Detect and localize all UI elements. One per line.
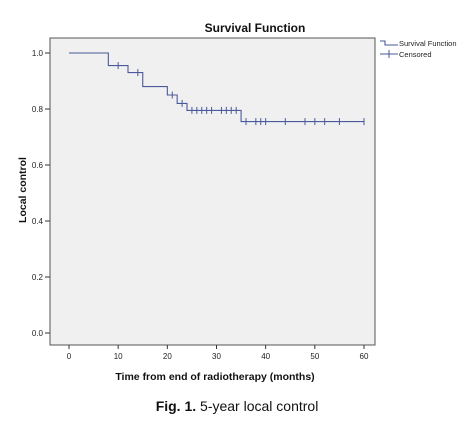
y-tick-label: 0.6 — [32, 161, 44, 170]
legend-label-censored: Censored — [399, 50, 432, 59]
legend-step-symbol — [380, 40, 398, 46]
x-tick-label: 10 — [114, 352, 123, 361]
plot-area — [49, 37, 376, 346]
axes: 0 10 20 30 40 50 60 0.0 0.2 0.4 0.6 0.8 1.0 — [32, 49, 369, 361]
x-tick-label: 50 — [310, 352, 319, 361]
y-axis-label: Local control — [17, 157, 29, 223]
x-tick-label: 60 — [360, 352, 369, 361]
x-axis-label: Time from end of radiotherapy (months) — [115, 371, 314, 383]
x-tick-label: 0 — [67, 352, 72, 361]
y-tick-label: 1.0 — [32, 49, 44, 58]
survival-chart: Survival Function 0 10 20 30 40 50 60 0.0 0.2 0.4… — [17, 21, 457, 383]
legend-label-survival: Survival Function — [399, 39, 457, 48]
x-tick-label: 20 — [163, 352, 172, 361]
y-tick-label: 0.0 — [32, 329, 44, 338]
y-tick-label: 0.4 — [32, 217, 44, 226]
figure-caption-text: 5-year local control — [196, 398, 319, 414]
figure-caption: Fig. 1. 5-year local control — [0, 398, 474, 414]
y-tick-label: 0.8 — [32, 105, 44, 114]
series-layer — [69, 52, 365, 126]
x-tick-label: 40 — [261, 352, 270, 361]
y-tick-label: 0.2 — [32, 273, 44, 282]
chart-title: Survival Function — [205, 21, 306, 35]
figure-caption-label: Fig. 1. — [155, 398, 197, 414]
x-tick-label: 30 — [212, 352, 221, 361]
legend: Survival Function Censored — [380, 39, 457, 59]
